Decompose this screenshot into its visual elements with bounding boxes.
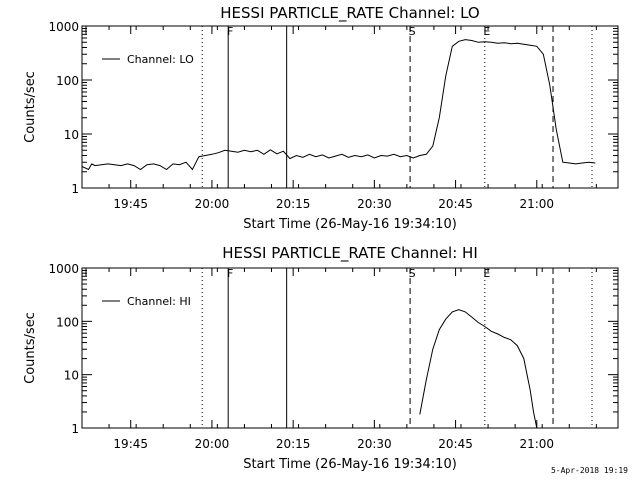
p2-x-tick-label: 19:45	[113, 437, 148, 451]
p2-legend-label: Channel: HI	[127, 295, 191, 308]
p1-x-tick-label: 20:30	[357, 197, 392, 211]
p1-y-axis-label: Counts/sec	[23, 71, 38, 143]
p1-x-tick-label: 20:15	[276, 197, 311, 211]
p2-y-tick-label: 100	[56, 315, 79, 329]
p2-x-tick-label: 20:15	[276, 437, 311, 451]
p1-y-tick-label: 10	[64, 128, 79, 142]
p1-x-tick-label: 20:00	[195, 197, 230, 211]
p2-x-tick-label: 20:45	[438, 437, 473, 451]
p1-x-axis-label: Start Time (26-May-16 19:34:10)	[243, 217, 457, 232]
p2-marker-label: E	[483, 267, 490, 280]
timestamp-stamp: 5-Apr-2018 19:19	[550, 466, 628, 475]
p1-x-tick-label: 20:45	[438, 197, 473, 211]
p1-x-tick-label: 19:45	[113, 197, 148, 211]
p2-y-axis-label: Counts/sec	[23, 312, 38, 384]
p1-chart-title: HESSI PARTICLE_RATE Channel: LO	[220, 4, 479, 23]
p1-y-tick-label: 1	[71, 182, 79, 196]
p1-marker-label: E	[483, 25, 490, 38]
p1-x-tick-label: 21:00	[519, 197, 554, 211]
p1-plot-frame	[81, 25, 619, 189]
p2-chart-title: HESSI PARTICLE_RATE Channel: HI	[222, 244, 478, 263]
p2-plot-frame	[81, 267, 619, 429]
p2-series-line	[419, 309, 538, 429]
p2-x-tick-label: 20:30	[357, 437, 392, 451]
p2-x-tick-label: 21:00	[519, 437, 554, 451]
p2-x-axis-label: Start Time (26-May-16 19:34:10)	[243, 457, 457, 472]
p1-series-line	[81, 39, 596, 171]
p1-legend-label: Channel: LO	[127, 53, 194, 66]
p1-marker-label: S	[409, 25, 416, 38]
p2-marker-label: F	[227, 267, 233, 280]
p2-x-tick-label: 20:00	[195, 437, 230, 451]
p2-y-tick-label: 10	[64, 369, 79, 383]
p2-y-tick-label: 1	[71, 422, 79, 436]
p1-y-tick-label: 1000	[48, 20, 79, 34]
p2-y-tick-label: 1000	[48, 262, 79, 276]
p2-marker-label: S	[409, 267, 416, 280]
p1-marker-label: F	[227, 25, 233, 38]
p1-y-tick-label: 100	[56, 74, 79, 88]
